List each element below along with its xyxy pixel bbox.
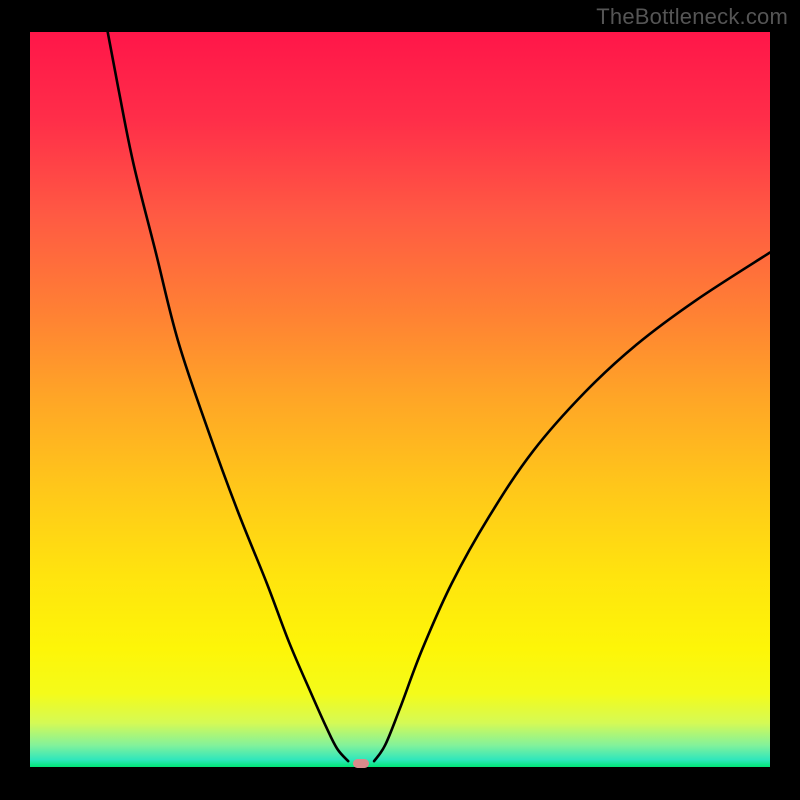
watermark-text: TheBottleneck.com xyxy=(596,4,788,30)
curve-right-branch xyxy=(374,253,770,762)
curve-left-branch xyxy=(108,32,349,761)
bottom-marker-icon xyxy=(353,759,369,768)
curve-svg xyxy=(30,32,770,767)
plot-area xyxy=(30,32,770,767)
